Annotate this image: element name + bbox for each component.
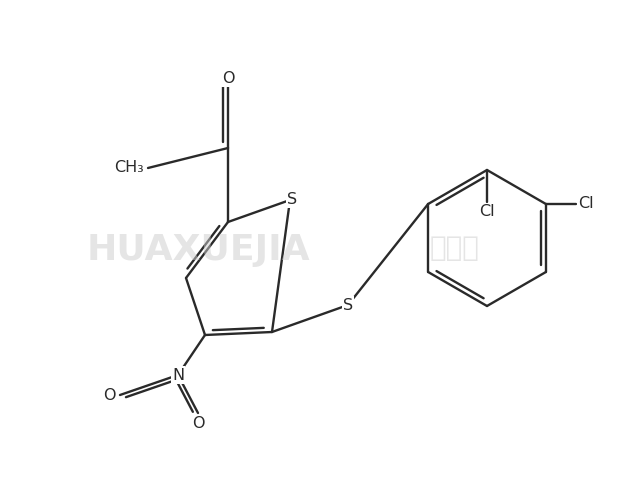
Text: 化学加: 化学加	[430, 234, 480, 262]
Text: CH₃: CH₃	[114, 161, 144, 175]
Text: O: O	[222, 70, 234, 86]
Text: O: O	[104, 388, 116, 402]
Text: Cl: Cl	[479, 204, 495, 219]
Text: Cl: Cl	[578, 196, 594, 211]
Text: HUAXUEJIA: HUAXUEJIA	[86, 233, 310, 267]
Text: S: S	[343, 297, 353, 313]
Text: S: S	[287, 192, 297, 206]
Text: N: N	[172, 368, 184, 382]
Text: O: O	[192, 416, 204, 431]
